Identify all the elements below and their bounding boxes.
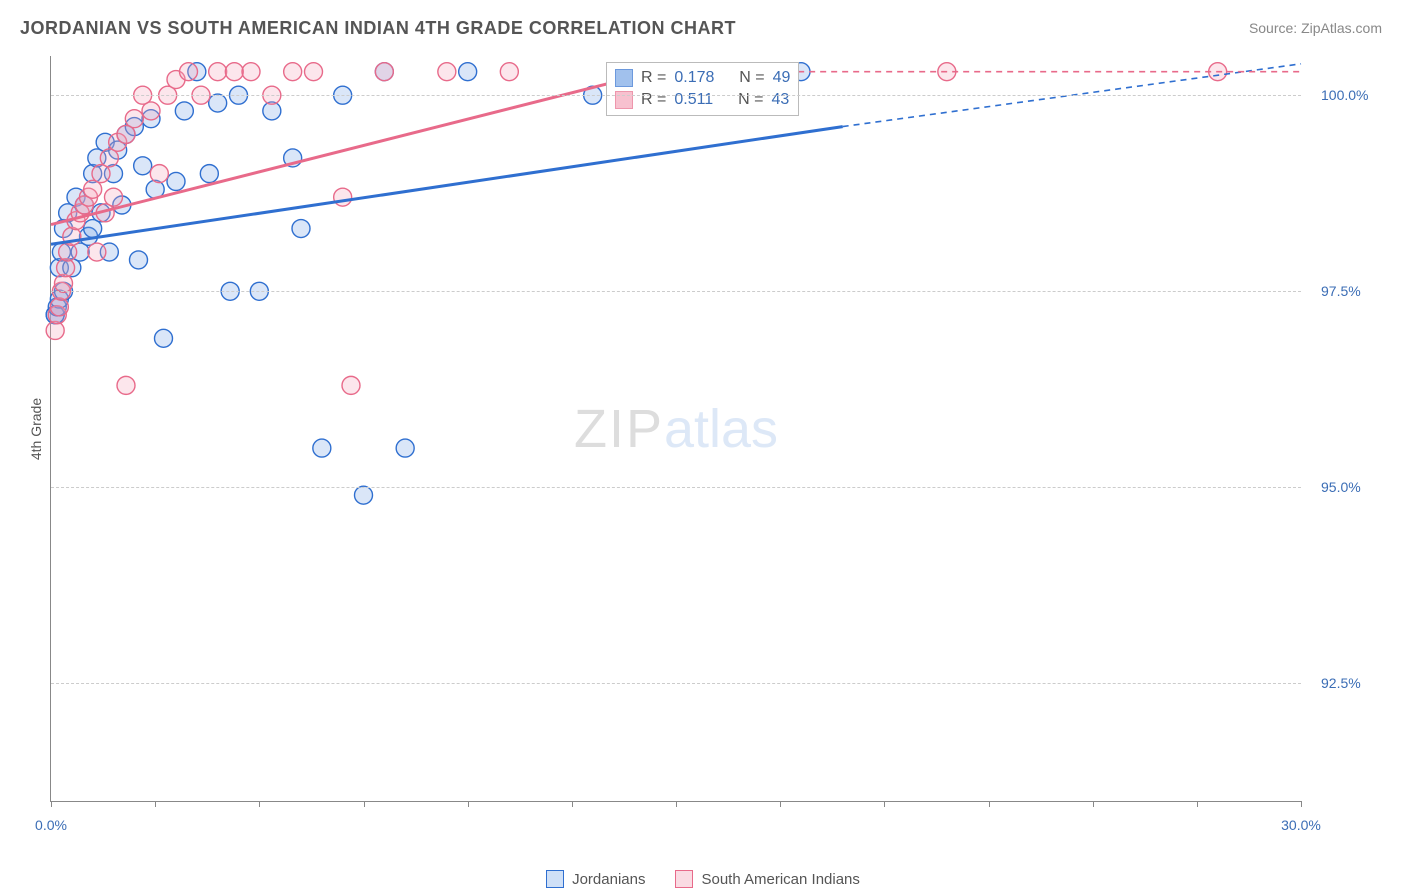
x-tick: [155, 801, 156, 807]
scatter-point: [142, 102, 160, 120]
legend-swatch: [615, 69, 633, 87]
stats-legend-box: R = 0.178 N = 49 R = 0.511 N = 43: [606, 62, 799, 116]
x-tick: [468, 801, 469, 807]
scatter-point: [342, 376, 360, 394]
chart-title: JORDANIAN VS SOUTH AMERICAN INDIAN 4TH G…: [20, 18, 736, 39]
source-credit: Source: ZipAtlas.com: [1249, 20, 1382, 36]
x-tick-label: 0.0%: [35, 817, 67, 833]
scatter-point: [167, 172, 185, 190]
plot-svg: [51, 56, 1301, 801]
scatter-point: [459, 63, 477, 81]
gridline-h: [51, 291, 1301, 292]
plot-area: 4th Grade ZIPatlas R =0.178 N =49R =0.51…: [50, 56, 1301, 802]
scatter-point: [175, 102, 193, 120]
scatter-point: [88, 243, 106, 261]
y-tick-label: 92.5%: [1321, 675, 1361, 691]
stats-row: R = 0.511 N = 43: [615, 89, 790, 111]
scatter-point: [125, 110, 143, 128]
x-tick: [51, 801, 52, 807]
x-tick: [1301, 801, 1302, 807]
scatter-point: [225, 63, 243, 81]
stats-value-r: 0.178: [674, 69, 714, 87]
stats-row: R = 0.178 N = 49: [615, 67, 790, 89]
x-tick: [572, 801, 573, 807]
stats-value-n: 49: [773, 69, 791, 87]
y-axis-label: 4th Grade: [28, 397, 44, 459]
legend-label: Jordanians: [572, 871, 645, 888]
scatter-point: [313, 439, 331, 457]
stats-label-r: R =: [641, 69, 666, 87]
scatter-point: [130, 251, 148, 269]
x-tick-label: 30.0%: [1281, 817, 1321, 833]
x-tick: [676, 801, 677, 807]
source-prefix: Source:: [1249, 20, 1301, 36]
chart-container: JORDANIAN VS SOUTH AMERICAN INDIAN 4TH G…: [0, 0, 1406, 892]
stats-value-n: 43: [771, 91, 789, 109]
x-tick: [259, 801, 260, 807]
stats-value-r: 0.511: [674, 91, 713, 109]
scatter-point: [292, 220, 310, 238]
scatter-point: [200, 165, 218, 183]
legend-bottom: Jordanians South American Indians: [0, 870, 1406, 888]
scatter-point: [105, 188, 123, 206]
x-tick: [989, 801, 990, 807]
legend-swatch: [615, 91, 633, 109]
scatter-point: [284, 63, 302, 81]
y-tick-label: 95.0%: [1321, 479, 1361, 495]
source-link[interactable]: ZipAtlas.com: [1301, 20, 1382, 36]
legend-item: Jordanians: [546, 870, 645, 888]
y-tick-label: 97.5%: [1321, 283, 1361, 299]
y-tick-label: 100.0%: [1321, 87, 1368, 103]
scatter-point: [438, 63, 456, 81]
x-tick: [1093, 801, 1094, 807]
stats-label-r: R =: [641, 91, 666, 109]
x-tick: [364, 801, 365, 807]
scatter-point: [155, 329, 173, 347]
scatter-point: [150, 165, 168, 183]
legend-item: South American Indians: [675, 870, 859, 888]
x-tick: [780, 801, 781, 807]
x-tick: [1197, 801, 1198, 807]
scatter-point: [355, 486, 373, 504]
scatter-point: [209, 94, 227, 112]
scatter-point: [500, 63, 518, 81]
legend-label: South American Indians: [701, 871, 859, 888]
scatter-point: [375, 63, 393, 81]
scatter-point: [180, 63, 198, 81]
x-tick: [884, 801, 885, 807]
stats-label-n: N =: [739, 69, 764, 87]
scatter-point: [117, 376, 135, 394]
scatter-point: [209, 63, 227, 81]
scatter-point: [334, 188, 352, 206]
scatter-point: [396, 439, 414, 457]
gridline-h: [51, 683, 1301, 684]
stats-label-n: N =: [738, 91, 763, 109]
scatter-point: [134, 157, 152, 175]
scatter-point: [305, 63, 323, 81]
legend-swatch: [675, 870, 693, 888]
legend-swatch: [546, 870, 564, 888]
gridline-h: [51, 487, 1301, 488]
gridline-h: [51, 95, 1301, 96]
scatter-point: [242, 63, 260, 81]
